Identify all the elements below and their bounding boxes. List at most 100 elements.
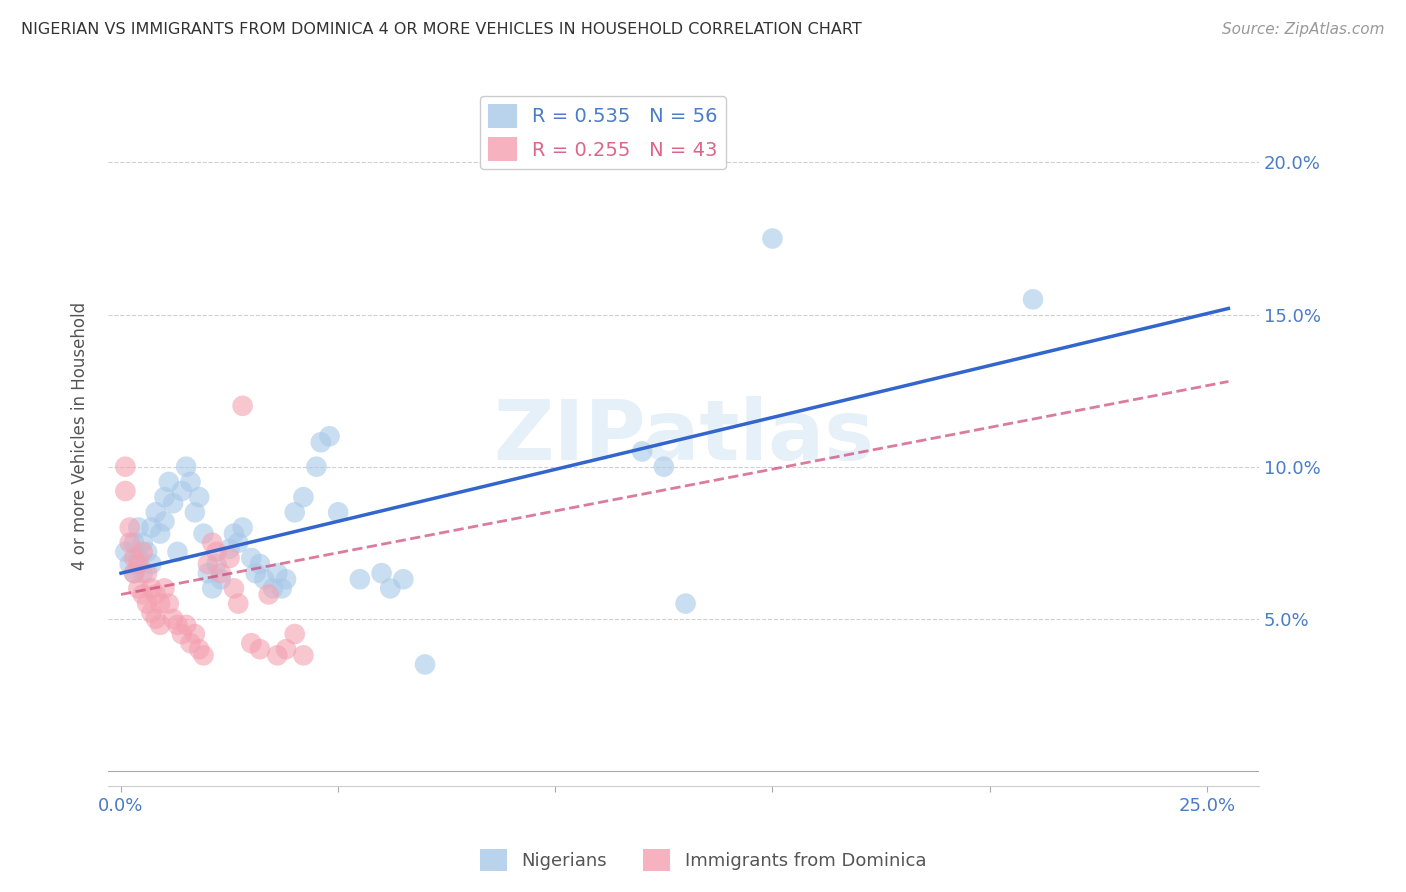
Point [145, 587, 167, 601]
Point [118, 557, 141, 571]
Point [232, 520, 254, 534]
Point [153, 582, 176, 596]
Point [114, 459, 136, 474]
Point [253, 572, 276, 586]
Point [675, 597, 697, 611]
Point [392, 572, 415, 586]
Point [232, 399, 254, 413]
Point [141, 582, 163, 596]
Point [157, 597, 180, 611]
Point [188, 642, 211, 657]
Point [188, 490, 211, 504]
Point [292, 648, 315, 663]
Text: NIGERIAN VS IMMIGRANTS FROM DOMINICA 4 OR MORE VEHICLES IN HOUSEHOLD CORRELATION: NIGERIAN VS IMMIGRANTS FROM DOMINICA 4 O… [21, 22, 862, 37]
Point [149, 618, 172, 632]
Point [249, 557, 271, 571]
Point [413, 657, 436, 672]
Point [218, 541, 240, 556]
Point [127, 520, 149, 534]
Point [292, 490, 315, 504]
Point [136, 566, 159, 581]
Point [197, 566, 219, 581]
Point [761, 231, 783, 245]
Point [132, 566, 155, 581]
Point [184, 505, 207, 519]
Point [174, 459, 197, 474]
Point [193, 648, 215, 663]
Point [179, 636, 201, 650]
Point [349, 572, 371, 586]
Point [122, 566, 145, 581]
Point [266, 648, 288, 663]
Point [157, 475, 180, 489]
Point [153, 515, 176, 529]
Point [136, 597, 159, 611]
Point [127, 557, 149, 571]
Point [218, 551, 240, 566]
Point [305, 459, 328, 474]
Point [132, 587, 155, 601]
Point [149, 526, 172, 541]
Point [162, 612, 184, 626]
Point [166, 618, 188, 632]
Point [652, 459, 675, 474]
Point [122, 551, 145, 566]
Point [209, 572, 232, 586]
Point [284, 627, 307, 641]
Point [209, 566, 232, 581]
Point [193, 526, 215, 541]
Point [262, 582, 284, 596]
Point [149, 597, 172, 611]
Point [162, 496, 184, 510]
Point [114, 483, 136, 498]
Point [141, 606, 163, 620]
Point [249, 642, 271, 657]
Point [201, 582, 224, 596]
Point [122, 566, 145, 581]
Point [170, 483, 193, 498]
Point [127, 582, 149, 596]
Point [205, 557, 228, 571]
Point [127, 551, 149, 566]
Point [197, 557, 219, 571]
Point [153, 490, 176, 504]
Point [205, 545, 228, 559]
Point [226, 535, 249, 549]
Point [141, 557, 163, 571]
Point [174, 618, 197, 632]
Point [122, 535, 145, 549]
Point [240, 636, 263, 650]
Point [266, 566, 288, 581]
Point [631, 444, 654, 458]
Legend: Nigerians, Immigrants from Dominica: Nigerians, Immigrants from Dominica [472, 842, 934, 879]
Point [222, 526, 245, 541]
Point [118, 520, 141, 534]
Point [309, 435, 332, 450]
Point [370, 566, 392, 581]
Point [222, 582, 245, 596]
Point [284, 505, 307, 519]
Point [274, 572, 297, 586]
Text: Source: ZipAtlas.com: Source: ZipAtlas.com [1222, 22, 1385, 37]
Point [132, 545, 155, 559]
Point [184, 627, 207, 641]
Point [380, 582, 402, 596]
Point [170, 627, 193, 641]
Y-axis label: 4 or more Vehicles in Household: 4 or more Vehicles in Household [72, 302, 89, 570]
Point [270, 582, 292, 596]
Point [245, 566, 267, 581]
Point [240, 551, 263, 566]
Text: ZIPatlas: ZIPatlas [494, 396, 875, 476]
Point [179, 475, 201, 489]
Point [318, 429, 340, 443]
Point [136, 545, 159, 559]
Legend: R = 0.535   N = 56, R = 0.255   N = 43: R = 0.535 N = 56, R = 0.255 N = 43 [479, 96, 725, 169]
Point [166, 545, 188, 559]
Point [274, 642, 297, 657]
Point [145, 612, 167, 626]
Point [118, 535, 141, 549]
Point [114, 545, 136, 559]
Point [132, 535, 155, 549]
Point [257, 587, 280, 601]
Point [328, 505, 350, 519]
